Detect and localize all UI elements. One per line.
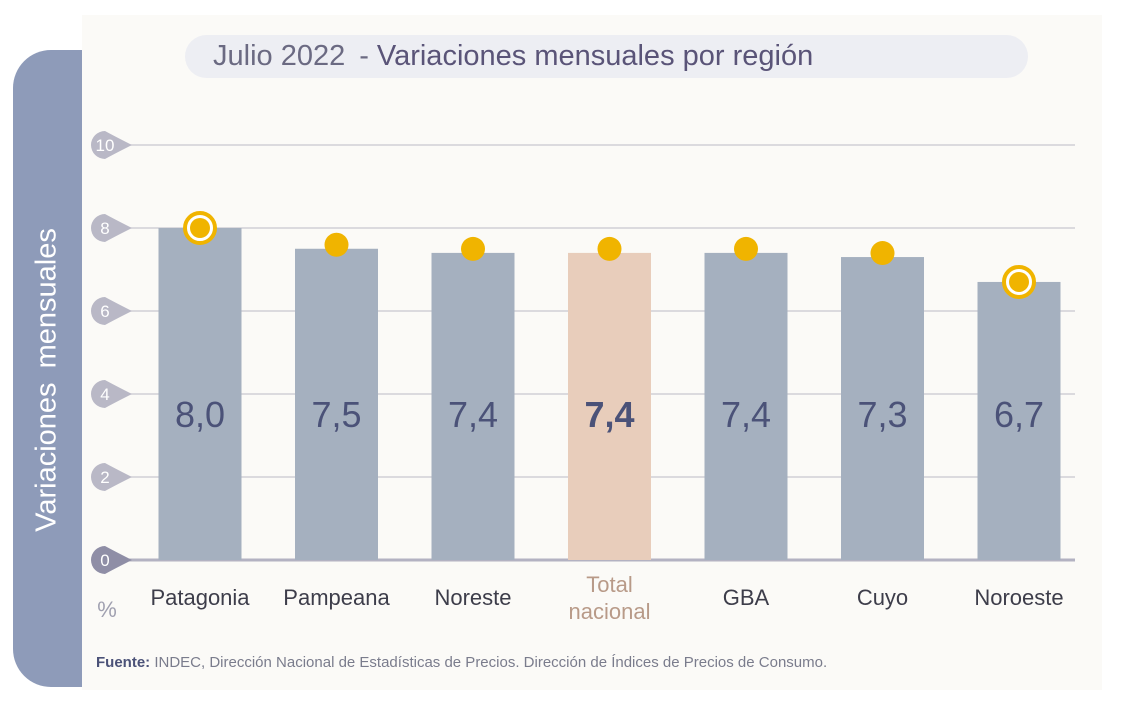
x-tick-label: Patagonia (150, 585, 250, 610)
x-tick-label: nacional (569, 599, 651, 624)
x-tick-label: GBA (723, 585, 770, 610)
marker-dot (324, 232, 349, 257)
marker-dot (1009, 271, 1029, 292)
tick-bubble (91, 463, 132, 491)
data-label: 8,0 (175, 394, 225, 435)
y-unit-label: % (97, 597, 117, 622)
y-tick-label: 8 (100, 219, 109, 238)
bar-total-nacional (568, 252, 651, 560)
tick-bubble (91, 546, 132, 574)
marker-dot (597, 236, 622, 261)
x-tick-label: Pampeana (283, 585, 390, 610)
bar-cuyo (841, 257, 924, 560)
source-label: Fuente: (96, 654, 151, 671)
title-separator: - (359, 40, 369, 72)
tick-bubble (91, 297, 132, 325)
data-label: 7,5 (311, 394, 361, 435)
marker-dot (461, 236, 485, 261)
data-label: 7,3 (857, 394, 907, 435)
data-label: 7,4 (584, 394, 634, 435)
tick-bubble (91, 380, 132, 408)
data-label: 6,7 (994, 394, 1044, 435)
marker-dot (190, 218, 210, 238)
x-tick-label: Noreste (434, 585, 511, 610)
bar-patagonia (158, 228, 242, 560)
y-tick-label: 2 (100, 468, 109, 487)
marker-dot (870, 241, 895, 266)
bar-noroeste (977, 281, 1061, 560)
chart-title: Julio 2022 - Variaciones mensuales por r… (185, 35, 1028, 78)
x-tick-label: Cuyo (857, 585, 908, 610)
y-tick-label: 10 (96, 136, 115, 155)
bar-pampeana (295, 248, 378, 560)
y-tick-label: 0 (100, 551, 109, 570)
source-note: Fuente: INDEC, Dirección Nacional de Est… (96, 654, 827, 671)
x-tick-label: Total (586, 572, 632, 597)
tick-bubble (91, 131, 132, 159)
marker-dot (734, 236, 758, 261)
tick-bubble (91, 214, 132, 242)
x-tick-label: Noroeste (974, 585, 1063, 610)
source-text: INDEC, Dirección Nacional de Estadística… (154, 654, 828, 671)
y-tick-label: 4 (100, 385, 109, 404)
title-main: Variaciones mensuales por región (376, 40, 814, 72)
bar-gba (704, 252, 788, 560)
title-period: Julio 2022 (213, 40, 346, 72)
bar-noreste (431, 252, 515, 560)
y-tick-label: 6 (100, 302, 109, 321)
data-label: 7,4 (721, 394, 771, 435)
y-axis-band (13, 50, 82, 687)
data-label: 7,4 (448, 394, 498, 435)
